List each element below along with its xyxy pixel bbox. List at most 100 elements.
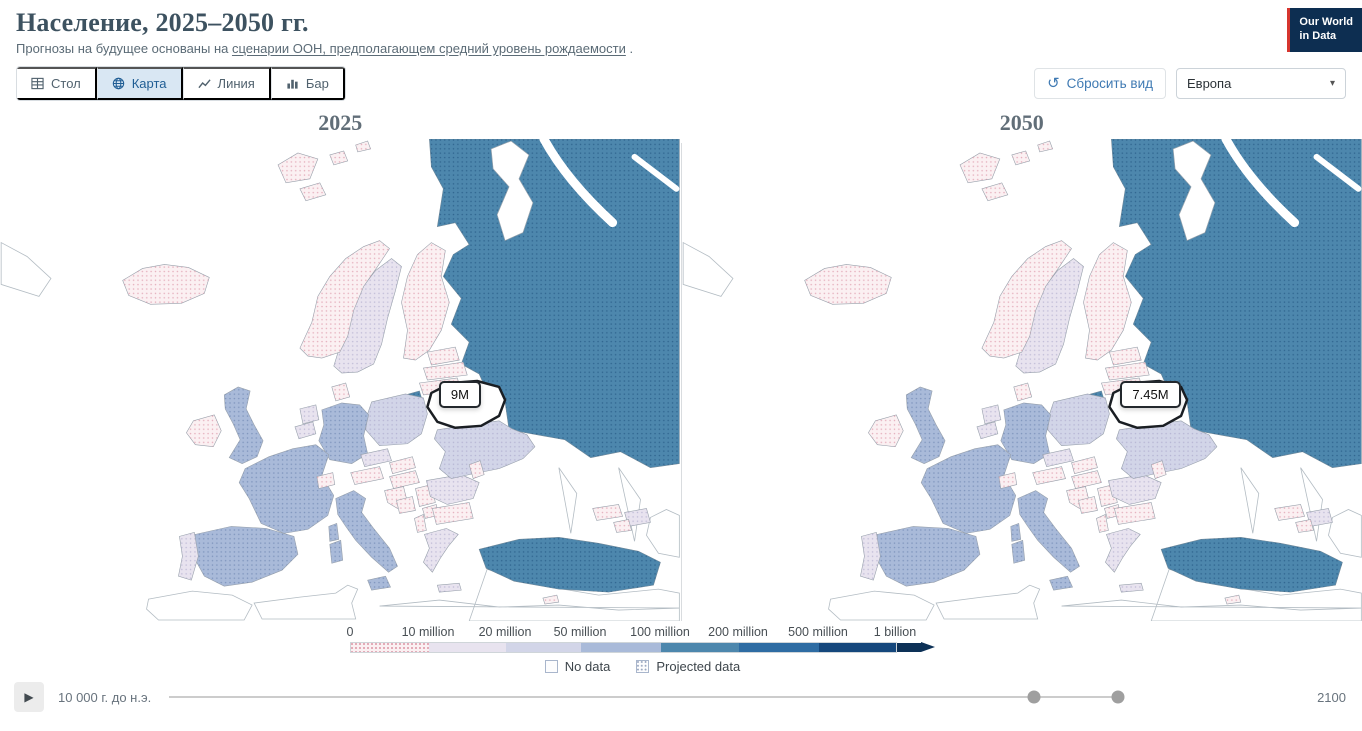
legend-segment bbox=[429, 642, 506, 652]
chevron-down-icon: ▾ bbox=[1329, 78, 1335, 89]
sea-channel bbox=[539, 139, 618, 228]
owid-logo[interactable]: Our World in Data bbox=[1287, 8, 1362, 52]
country-svalbard[interactable] bbox=[1010, 150, 1030, 166]
tab-label: Карта bbox=[131, 76, 167, 91]
country-greece[interactable] bbox=[423, 528, 459, 573]
country-svalbard[interactable] bbox=[959, 152, 1000, 184]
country-netherlands[interactable] bbox=[981, 404, 1001, 425]
logo-line-2: in Data bbox=[1299, 30, 1337, 43]
country-uk[interactable] bbox=[223, 386, 264, 464]
country-sicily[interactable] bbox=[1048, 575, 1073, 591]
country-svalbard[interactable] bbox=[355, 140, 372, 153]
country-corsica[interactable] bbox=[328, 522, 340, 542]
country-albania[interactable] bbox=[414, 514, 427, 533]
country-portugal[interactable] bbox=[859, 531, 881, 581]
sea-area bbox=[1172, 140, 1215, 242]
country-ireland[interactable] bbox=[186, 414, 222, 448]
europe-map-2050[interactable]: 7.45M bbox=[682, 139, 1362, 621]
legend-tick: 500 million bbox=[788, 625, 848, 639]
country-georgia[interactable] bbox=[592, 504, 623, 521]
country-bulgaria[interactable] bbox=[431, 502, 474, 525]
title-block: Население, 2025–2050 гг. Прогнозы на буд… bbox=[16, 8, 633, 56]
coastline-outline bbox=[0, 241, 52, 297]
country-denmark[interactable] bbox=[331, 382, 351, 402]
logo-line-1: Our World bbox=[1299, 16, 1353, 28]
country-crete[interactable] bbox=[436, 582, 462, 593]
country-finland[interactable] bbox=[1082, 242, 1132, 361]
country-iceland[interactable] bbox=[122, 264, 210, 305]
country-svalbard[interactable] bbox=[299, 182, 327, 202]
country-svalbard[interactable] bbox=[277, 152, 319, 184]
reset-view-button[interactable]: ↺ Сбросить вид bbox=[1034, 68, 1166, 99]
play-button[interactable]: ▶ bbox=[14, 682, 44, 712]
legend-segment bbox=[661, 642, 739, 652]
region-dropdown[interactable]: Европа ▾ bbox=[1176, 68, 1346, 99]
country-iceland[interactable] bbox=[803, 264, 892, 305]
legend-tick-labels: 0 10 million 20 million 50 million 100 milli… bbox=[347, 625, 935, 642]
country-ireland[interactable] bbox=[867, 414, 904, 448]
country-poland[interactable] bbox=[365, 393, 428, 447]
country-spain[interactable] bbox=[874, 526, 980, 587]
tab-table[interactable]: Стол bbox=[17, 67, 97, 100]
un-scenario-link[interactable]: сценарии ООН, предполагающем средний уро… bbox=[231, 41, 626, 56]
europe-map-2025[interactable]: 9M bbox=[0, 139, 681, 621]
tab-bar[interactable]: Бар bbox=[270, 67, 345, 100]
timeline-handle-end[interactable] bbox=[1111, 690, 1125, 704]
country-svalbard[interactable] bbox=[1036, 140, 1053, 153]
legend-tick: 10 million bbox=[401, 625, 455, 639]
country-bulgaria[interactable] bbox=[1113, 502, 1156, 525]
tab-line[interactable]: Линия bbox=[182, 67, 271, 100]
subtitle-text: Прогнозы на будущее основаны на bbox=[16, 41, 232, 56]
country-sardinia[interactable] bbox=[1010, 539, 1025, 564]
legend-segment bbox=[351, 642, 429, 652]
sea-channel bbox=[631, 153, 680, 192]
country-austria[interactable] bbox=[1031, 466, 1066, 485]
chart-header: Население, 2025–2050 гг. Прогнозы на буд… bbox=[0, 0, 1362, 56]
sea-channel bbox=[1313, 153, 1361, 192]
country-portugal[interactable] bbox=[178, 531, 199, 581]
country-crete[interactable] bbox=[1118, 582, 1144, 593]
country-austria[interactable] bbox=[350, 466, 384, 485]
country-greece[interactable] bbox=[1104, 528, 1141, 573]
country-albania[interactable] bbox=[1095, 514, 1109, 533]
country-slovakia[interactable] bbox=[389, 456, 416, 474]
no-data-key: No data bbox=[544, 659, 611, 674]
country-denmark[interactable] bbox=[1012, 382, 1032, 402]
timeline-control: ▶ 10 000 г. до н.э. 2100 bbox=[0, 674, 1362, 712]
country-svalbard[interactable] bbox=[329, 150, 349, 166]
country-georgia[interactable] bbox=[1273, 504, 1305, 521]
country-latvia[interactable] bbox=[1104, 361, 1150, 381]
country-finland[interactable] bbox=[401, 242, 450, 361]
country-latvia[interactable] bbox=[423, 361, 468, 381]
country-armenia[interactable] bbox=[1294, 519, 1314, 533]
country-corsica[interactable] bbox=[1009, 522, 1021, 542]
country-poland[interactable] bbox=[1046, 393, 1110, 447]
country-slovakia[interactable] bbox=[1070, 456, 1098, 474]
coastline-outline bbox=[146, 590, 253, 621]
country-belgium[interactable] bbox=[976, 421, 998, 440]
country-estonia[interactable] bbox=[427, 346, 460, 366]
map-year-label-left: 2025 bbox=[318, 110, 363, 135]
country-netherlands[interactable] bbox=[299, 404, 320, 425]
country-estonia[interactable] bbox=[1108, 346, 1142, 366]
page-title: Население, 2025–2050 гг. bbox=[16, 8, 309, 37]
region-dropdown-value: Европа bbox=[1187, 76, 1232, 91]
reset-view-label: Сбросить вид bbox=[1066, 76, 1153, 91]
sea-channel bbox=[1220, 139, 1299, 228]
tab-label: Стол bbox=[51, 76, 81, 91]
country-armenia[interactable] bbox=[613, 519, 632, 533]
undo-icon: ↺ bbox=[1047, 75, 1060, 92]
country-sicily[interactable] bbox=[367, 575, 391, 591]
country-uk[interactable] bbox=[905, 386, 945, 464]
tab-map[interactable]: Карта bbox=[96, 67, 183, 100]
timeline-track[interactable] bbox=[169, 690, 1299, 704]
legend-segment bbox=[739, 642, 819, 652]
legend-segment bbox=[506, 642, 581, 652]
country-svalbard[interactable] bbox=[980, 182, 1008, 202]
table-icon bbox=[31, 77, 44, 90]
country-sardinia[interactable] bbox=[329, 539, 344, 564]
country-spain[interactable] bbox=[193, 526, 299, 587]
timeline-handle-start[interactable] bbox=[1027, 690, 1041, 704]
country-belgium[interactable] bbox=[294, 421, 317, 440]
no-data-label: No data bbox=[564, 659, 611, 674]
